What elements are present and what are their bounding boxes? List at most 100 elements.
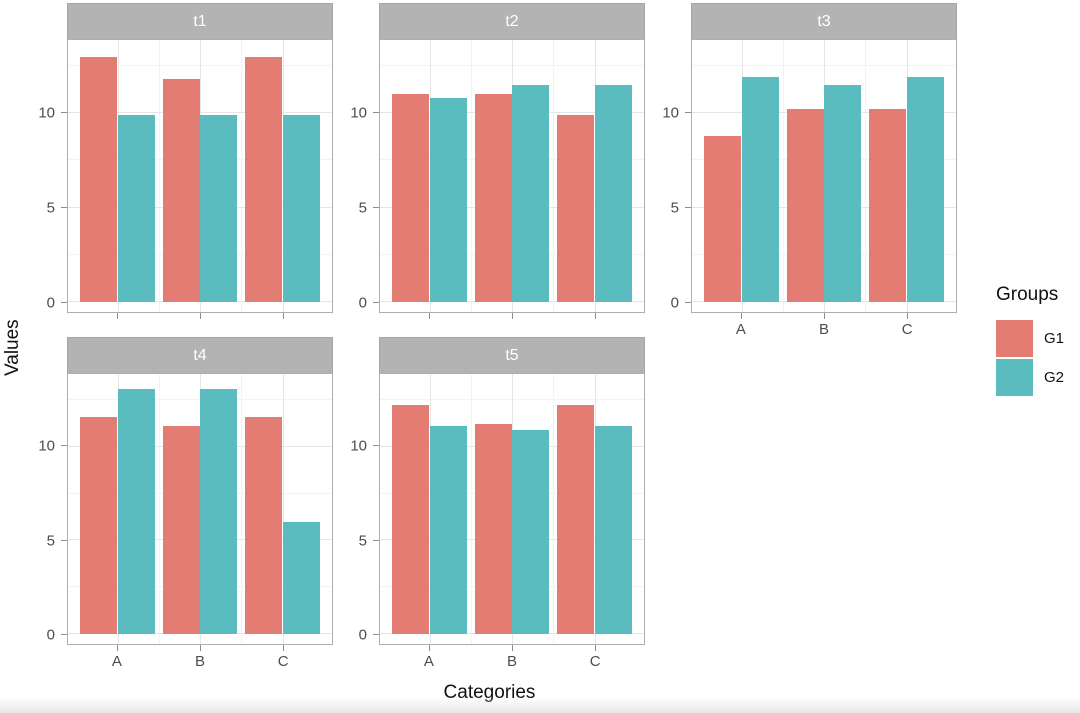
y-tick-label: 10: [350, 104, 367, 122]
y-tick-mark: [61, 111, 67, 113]
bar-t2-C-G1: [557, 115, 595, 303]
x-tick-mark: [595, 645, 597, 651]
y-tick-mark: [373, 634, 379, 636]
x-tick-mark: [824, 313, 825, 319]
legend-entries: G1 G2: [996, 320, 1064, 396]
bar-t5-B-G1: [474, 424, 512, 635]
y-tick-mark: [61, 539, 67, 541]
x-axis-t5: A B C: [379, 645, 645, 680]
x-tick-label: B: [818, 321, 830, 338]
bar-t3-C-G2: [906, 77, 944, 303]
facet-strip-t3: t3: [691, 3, 957, 39]
facet-grid: 10 5 0 t1 10 5 0 t2 10 5 0 t3 A B C 10 5 0 t4 A B C 10 5 0 t5 A B C: [21, 3, 957, 680]
legend-label: G1: [1044, 330, 1065, 347]
y-ticks: 10 5 0: [21, 39, 67, 313]
y-tick-label: 10: [38, 437, 55, 455]
y-tick-mark: [373, 445, 379, 447]
bar-t1-A-G2: [117, 115, 155, 303]
y-tick-label: 0: [46, 294, 55, 312]
bar-t3-C-G1: [869, 109, 907, 303]
x-tick-mark: [512, 645, 513, 651]
facet-cell-t4: 10 5 0 t4 A B C: [21, 337, 333, 680]
facet-cell-t2: 10 5 0 t2: [333, 3, 645, 337]
bar-t5-B-G2: [512, 429, 550, 635]
bar-t1-C-G2: [282, 115, 320, 303]
legend-title: Groups: [996, 284, 1059, 305]
y-axis-t2: 10 5 0: [333, 3, 379, 337]
minor-gridline-vertical: [782, 40, 784, 312]
legend-label: G2: [1044, 369, 1065, 386]
x-tick-label: A: [423, 653, 434, 670]
x-tick-mark: [740, 313, 742, 319]
y-tick-label: 0: [46, 626, 55, 644]
y-tick-mark: [373, 539, 379, 541]
x-axis-t3: A B C: [691, 313, 957, 337]
bar-t2-B-G2: [512, 84, 550, 303]
x-tick-mark: [200, 645, 201, 651]
x-tick-label: C: [589, 653, 601, 670]
y-tick-label: 5: [358, 199, 367, 217]
x-tick-label: C: [901, 321, 913, 338]
bar-t4-B-G2: [200, 388, 238, 635]
x-tick-label: A: [111, 653, 122, 670]
minor-gridline-vertical: [158, 40, 160, 312]
panel-t1: t1: [67, 3, 333, 337]
y-tick-label: 5: [358, 532, 367, 550]
x-tick-label: C: [277, 653, 289, 670]
bar-t2-A-G2: [429, 98, 467, 303]
y-tick-label: 5: [46, 532, 55, 550]
minor-gridline-vertical: [470, 374, 472, 644]
y-tick-mark: [61, 445, 67, 447]
minor-gridline-vertical: [158, 374, 160, 644]
plot-area-t5: [379, 373, 645, 645]
y-tick-mark: [685, 111, 691, 113]
x-tick-label: B: [194, 653, 206, 670]
y-axis-t3: 10 5 0: [645, 3, 691, 337]
y-ticks: 10 5 0: [645, 39, 691, 313]
bar-t4-B-G1: [162, 426, 200, 635]
minor-gridline-vertical: [241, 40, 243, 312]
panel-t2: t2: [379, 3, 645, 337]
x-axis-t4: A B C: [67, 645, 333, 680]
y-tick-label: 5: [46, 199, 55, 217]
y-tick-label: 5: [670, 199, 679, 217]
facet-cell-t1: 10 5 0 t1: [21, 3, 333, 337]
bar-t4-C-G1: [245, 416, 283, 635]
legend-swatch-G1: [996, 320, 1033, 357]
y-tick-mark: [685, 302, 691, 304]
bar-t4-C-G2: [282, 521, 320, 635]
panel-t5: t5 A B C: [379, 337, 645, 680]
y-tick-mark: [61, 302, 67, 304]
bar-t4-A-G1: [80, 416, 118, 635]
y-ticks: 10 5 0: [333, 373, 379, 645]
bar-t5-A-G2: [429, 426, 467, 635]
x-tick-mark: [200, 313, 201, 319]
y-ticks: 10 5 0: [21, 373, 67, 645]
x-tick-mark: [512, 313, 513, 319]
y-tick-mark: [373, 111, 379, 113]
x-tick-mark: [907, 313, 909, 319]
panel-t4: t4 A B C: [67, 337, 333, 680]
bar-t1-A-G1: [80, 56, 118, 303]
y-tick-mark: [373, 302, 379, 304]
bar-t5-C-G1: [557, 405, 595, 635]
y-axis-t5: 10 5 0: [333, 337, 379, 680]
x-tick-mark: [428, 313, 430, 319]
facet-strip-t1: t1: [67, 3, 333, 39]
y-axis-t1: 10 5 0: [21, 3, 67, 337]
y-tick-label: 0: [358, 294, 367, 312]
bar-t5-C-G2: [594, 426, 632, 635]
bar-t3-A-G1: [704, 135, 742, 303]
x-tick-mark: [595, 313, 597, 319]
legend-entry-G1: G1: [996, 320, 1064, 357]
y-tick-label: 10: [350, 437, 367, 455]
legend: Groups G1 G2: [996, 284, 1064, 398]
bar-t3-A-G2: [741, 77, 779, 303]
bar-t1-B-G2: [200, 115, 238, 303]
bar-t1-B-G1: [162, 79, 200, 303]
minor-gridline-vertical: [470, 40, 472, 312]
x-tick-label: B: [506, 653, 518, 670]
x-tick-mark: [428, 645, 430, 651]
facet-strip-t2: t2: [379, 3, 645, 39]
x-tick-mark: [283, 313, 285, 319]
